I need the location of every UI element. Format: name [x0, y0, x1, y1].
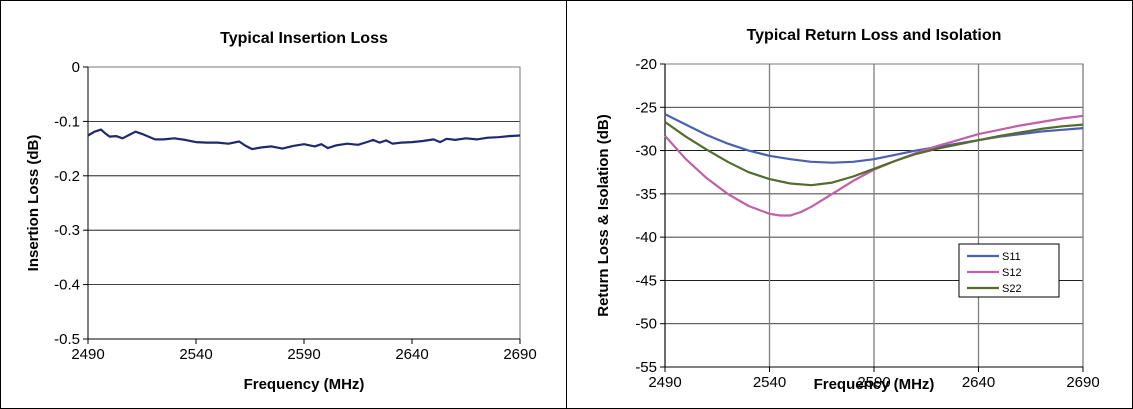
- return-loss-y-axis-label: Return Loss & Isolation (dB): [595, 114, 612, 317]
- return-loss-y-tick-label: -35: [635, 186, 657, 203]
- insertion-loss-series-0-line: [87, 128, 521, 151]
- panel-divider: [566, 0, 567, 409]
- return-loss-x-tick-label: 2540: [753, 374, 786, 391]
- insertion-loss-x-tick-label: 2540: [179, 346, 212, 363]
- insertion-loss-title: Typical Insertion Loss: [220, 30, 388, 47]
- insertion-loss-plot-area: [88, 67, 520, 339]
- insertion-loss-y-axis-label: Insertion Loss (dB): [25, 135, 42, 272]
- legend-label-s22: S22: [1002, 283, 1022, 295]
- insertion-loss-y-tick-label: -0.3: [54, 222, 80, 239]
- insertion-loss-y-tick-label: -0.2: [54, 168, 80, 185]
- insertion-loss-y-tick-label: -0.4: [54, 277, 80, 294]
- return-loss-x-tick-label: 2490: [648, 374, 681, 391]
- insertion-loss-x-tick-label: 2590: [287, 346, 320, 363]
- return-loss-y-tick-label: -20: [635, 56, 657, 73]
- return-loss-y-tick-label: -25: [635, 99, 657, 116]
- insertion-loss-y-tick-label: 0: [72, 59, 80, 76]
- insertion-loss-y-tick-label: -0.5: [54, 331, 80, 348]
- return-loss-y-tick-label: -45: [635, 272, 657, 289]
- legend-label-s11: S11: [1002, 251, 1021, 263]
- return-loss-y-tick-label: -40: [635, 229, 657, 246]
- insertion-loss-x-tick-label: 2490: [71, 346, 104, 363]
- legend-label-s12: S12: [1002, 267, 1022, 279]
- insertion-loss-x-axis-label: Frequency (MHz): [244, 376, 365, 393]
- return-loss-x-tick-label: 2590: [857, 374, 890, 391]
- return-loss-y-tick-label: -30: [635, 143, 657, 160]
- return-loss-s12-line: [664, 114, 1084, 217]
- return-loss-y-tick-label: -55: [635, 359, 657, 376]
- return-loss-y-tick-label: -50: [635, 316, 657, 333]
- return-loss-title: Typical Return Loss and Isolation: [747, 27, 1002, 44]
- insertion-loss-x-tick-label: 2690: [503, 346, 536, 363]
- insertion-loss-y-tick-label: -0.1: [54, 113, 80, 130]
- return-loss-x-axis-label: Frequency (MHz): [814, 376, 935, 393]
- insertion-loss-x-tick-label: 2640: [395, 346, 428, 363]
- return-loss-s11-line: [664, 113, 1084, 164]
- return-loss-x-tick-label: 2640: [962, 374, 995, 391]
- return-loss-x-tick-label: 2690: [1066, 374, 1099, 391]
- return-loss-s22-line: [664, 121, 1084, 187]
